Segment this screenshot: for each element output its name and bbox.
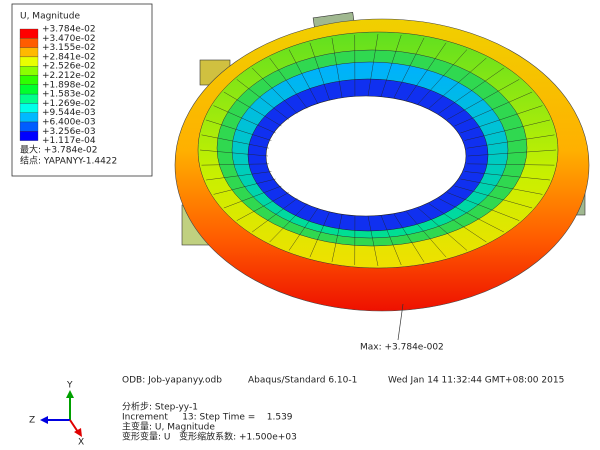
color-band — [20, 38, 38, 47]
info-increment: Increment 13: Step Time = 1.539 — [122, 413, 293, 423]
info-primary: 主变量: U, Magnitude — [122, 421, 215, 433]
triad-x: X — [78, 438, 84, 448]
color-band — [20, 85, 38, 94]
info: ODB: Job-yapanyy.odb Abaqus/Standard 6.1… — [122, 376, 564, 443]
color-band — [20, 48, 38, 57]
triad: Y Z X — [29, 381, 84, 448]
color-band — [20, 122, 38, 131]
legend-label: +1.117e-04 — [42, 136, 96, 146]
info-date: Wed Jan 14 11:32:44 GMT+08:00 2015 — [388, 376, 564, 386]
triad-z: Z — [29, 416, 35, 426]
color-band — [20, 57, 38, 66]
color-band — [20, 66, 38, 75]
legend-node: 结点: YAPANYY-1.4422 — [20, 155, 117, 167]
legend-title: U, Magnitude — [20, 12, 80, 22]
info-odb: ODB: Job-yapanyy.odb — [122, 376, 222, 386]
info-step: 分析步: Step-yy-1 — [122, 401, 198, 413]
model — [175, 12, 589, 311]
triad-y: Y — [66, 381, 73, 391]
color-band — [20, 103, 38, 112]
screenshot: Max: +3.784e-002 U, Magnitude 最大: +3.784… — [0, 0, 600, 450]
color-band — [20, 94, 38, 103]
info-solver: Abaqus/Standard 6.10-1 — [248, 376, 357, 386]
info-deformed: 变形变量: U 变形缩放系数: +1.500e+03 — [122, 431, 297, 443]
legend: U, Magnitude 最大: +3.784e-02 结点: YAPANYY-… — [12, 4, 152, 176]
max-annotation: Max: +3.784e-002 — [360, 343, 444, 353]
color-band — [20, 131, 38, 140]
color-band — [20, 113, 38, 122]
color-band — [20, 29, 38, 38]
color-band — [20, 76, 38, 85]
